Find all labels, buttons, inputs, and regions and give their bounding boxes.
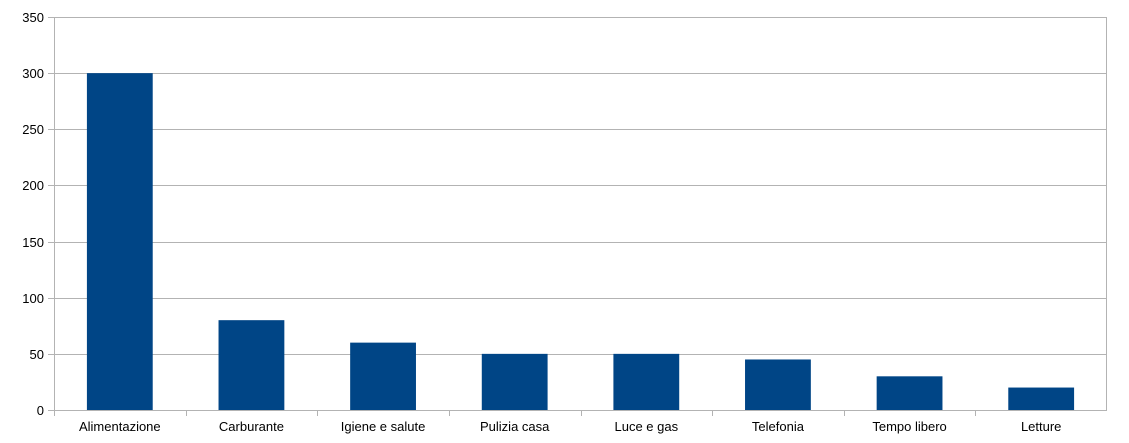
x-tick-label: Alimentazione: [79, 419, 161, 434]
bar: [876, 376, 943, 410]
x-tick-label: Pulizia casa: [480, 419, 550, 434]
y-tick-label: 200: [22, 178, 44, 193]
y-tick-label: 100: [22, 291, 44, 306]
bar: [350, 342, 416, 410]
grid-lines: [48, 17, 1107, 411]
bar: [745, 359, 811, 410]
x-tick-label: Luce e gas: [615, 419, 679, 434]
bars: [86, 73, 1075, 411]
y-tick-label: 0: [37, 403, 44, 418]
x-tick-label: Letture: [1021, 419, 1061, 434]
y-tick-labels: 0 50 100 150 200 250 300 350: [22, 10, 44, 418]
x-tick-label: Igiene e salute: [341, 419, 426, 434]
bar: [86, 73, 153, 411]
x-tick-label: Telefonia: [752, 419, 805, 434]
x-tick-label: Tempo libero: [872, 419, 946, 434]
bar: [1008, 387, 1075, 410]
x-tick-labels: Alimentazione Carburante Igiene e salute Pu…: [79, 419, 1061, 434]
bar: [481, 353, 548, 410]
x-tick-label: Carburante: [219, 419, 284, 434]
y-tick-label: 50: [30, 347, 44, 362]
y-tick-label: 350: [22, 10, 44, 25]
y-tick-label: 300: [22, 66, 44, 81]
y-tick-label: 150: [22, 235, 44, 250]
bar: [613, 353, 680, 410]
y-tick-label: 250: [22, 122, 44, 137]
bar: [218, 320, 285, 410]
axes: [54, 17, 1107, 416]
